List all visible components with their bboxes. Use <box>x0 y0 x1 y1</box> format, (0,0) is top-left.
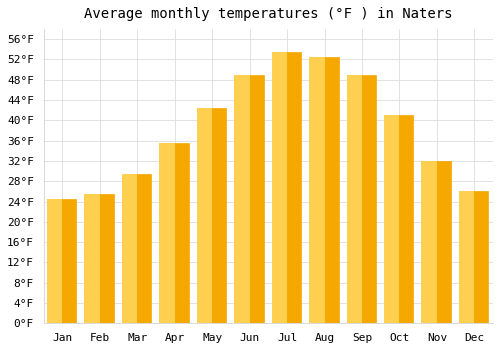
Bar <box>160 143 174 323</box>
Bar <box>86 194 114 323</box>
Bar <box>234 75 250 323</box>
Bar <box>384 115 400 323</box>
Bar <box>84 194 100 323</box>
Bar <box>309 57 324 323</box>
Bar <box>422 161 437 323</box>
Bar <box>198 108 226 323</box>
Bar <box>310 57 338 323</box>
Bar <box>423 161 451 323</box>
Bar <box>459 191 474 323</box>
Bar <box>273 52 301 323</box>
Bar <box>47 199 62 323</box>
Bar <box>123 174 152 323</box>
Bar <box>160 143 189 323</box>
Bar <box>122 174 138 323</box>
Bar <box>460 191 488 323</box>
Bar <box>236 75 264 323</box>
Bar <box>196 108 212 323</box>
Bar <box>272 52 287 323</box>
Bar <box>346 75 362 323</box>
Bar <box>348 75 376 323</box>
Title: Average monthly temperatures (°F ) in Naters: Average monthly temperatures (°F ) in Na… <box>84 7 452 21</box>
Bar <box>386 115 413 323</box>
Bar <box>48 199 76 323</box>
